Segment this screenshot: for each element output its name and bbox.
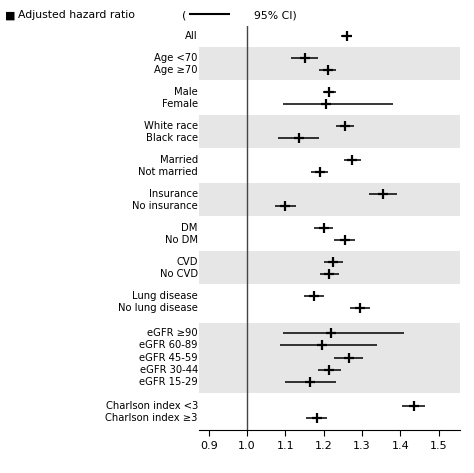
Text: Charlson index <3: Charlson index <3 xyxy=(106,401,198,411)
Text: White race: White race xyxy=(144,121,198,131)
Text: No lung disease: No lung disease xyxy=(118,303,198,313)
Text: Charlson index ≥3: Charlson index ≥3 xyxy=(105,413,198,423)
Text: eGFR 45-59: eGFR 45-59 xyxy=(139,352,198,363)
Text: eGFR 60-89: eGFR 60-89 xyxy=(139,341,198,350)
Text: No DM: No DM xyxy=(165,235,198,245)
Text: Lung disease: Lung disease xyxy=(132,290,198,301)
Text: Age <70: Age <70 xyxy=(155,53,198,62)
Text: Black race: Black race xyxy=(146,133,198,143)
Bar xyxy=(199,47,460,80)
Text: CVD: CVD xyxy=(176,257,198,267)
Text: Male: Male xyxy=(174,87,198,96)
Bar xyxy=(199,323,460,393)
Text: eGFR 30-44: eGFR 30-44 xyxy=(139,365,198,375)
Text: Not married: Not married xyxy=(138,167,198,177)
Text: DM: DM xyxy=(182,223,198,233)
Text: 95% CI): 95% CI) xyxy=(254,10,296,20)
Text: eGFR ≥90: eGFR ≥90 xyxy=(147,328,198,338)
Bar xyxy=(199,115,460,149)
Text: No insurance: No insurance xyxy=(132,201,198,211)
Text: Age ≥70: Age ≥70 xyxy=(154,65,198,75)
Text: Female: Female xyxy=(162,99,198,109)
Text: Adjusted hazard ratio: Adjusted hazard ratio xyxy=(18,10,135,20)
Text: Married: Married xyxy=(160,155,198,165)
Bar xyxy=(199,183,460,217)
Text: (: ( xyxy=(182,10,187,20)
Bar xyxy=(199,251,460,284)
Text: No CVD: No CVD xyxy=(160,269,198,279)
Text: All: All xyxy=(185,31,198,41)
Text: Insurance: Insurance xyxy=(149,189,198,199)
Text: eGFR 15-29: eGFR 15-29 xyxy=(139,377,198,387)
Text: ■: ■ xyxy=(5,10,15,20)
